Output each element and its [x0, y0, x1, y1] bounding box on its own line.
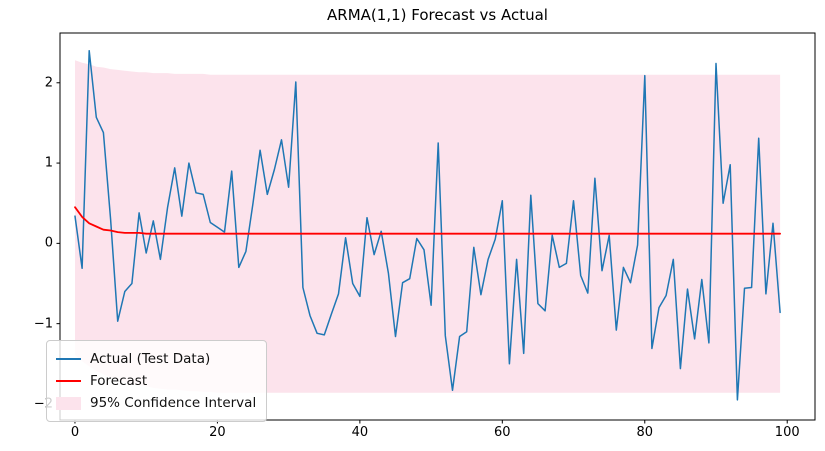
x-tick-label: 40	[351, 425, 369, 440]
y-tick-label: −1	[33, 316, 53, 332]
x-tick-label: 20	[209, 425, 226, 440]
actual-line	[74, 49, 781, 401]
legend-item-forecast: Forecast	[56, 370, 256, 392]
y-tick-label: 0	[44, 235, 53, 251]
x-tick-label: 80	[636, 425, 654, 440]
legend: Actual (Test Data) Forecast 95% Confiden…	[46, 340, 268, 422]
legend-label: 95% Confidence Interval	[90, 395, 257, 411]
actual-line-swatch	[56, 358, 81, 360]
forecast-line-swatch	[56, 380, 81, 382]
chart-title: ARMA(1,1) Forecast vs Actual	[327, 6, 548, 24]
x-tick-label: 100	[774, 425, 800, 440]
axes-spines	[59, 32, 816, 421]
confidence-band	[75, 60, 781, 393]
legend-item-actual: Actual (Test Data)	[56, 348, 256, 370]
x-tick-label: 0	[70, 425, 80, 440]
legend-label: Actual (Test Data)	[90, 351, 211, 367]
legend-label: Forecast	[90, 373, 148, 389]
forecast-line	[74, 206, 781, 235]
y-tick-label: 1	[44, 155, 53, 171]
y-tick-label: 2	[44, 75, 53, 91]
confidence-patch-swatch	[56, 396, 81, 410]
legend-item-confidence: 95% Confidence Interval	[56, 392, 256, 414]
x-tick-label: 60	[494, 425, 511, 440]
